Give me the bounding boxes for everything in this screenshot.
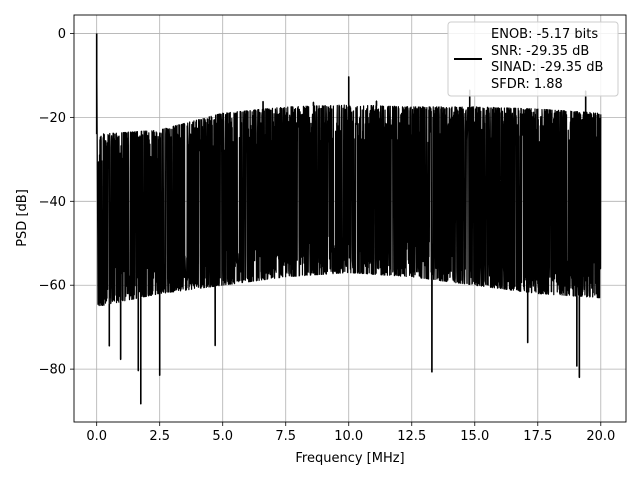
x-tick-label: 0.0 — [86, 429, 107, 444]
plot-frame — [73, 14, 627, 423]
y-tick-label: −80 — [39, 363, 66, 378]
legend-enob: ENOB: -5.17 bits — [491, 27, 598, 42]
y-tick-label: −60 — [39, 279, 66, 294]
x-tick-label: 5.0 — [212, 429, 233, 444]
y-axis-label: PSD [dB] — [15, 189, 30, 247]
legend-snr: SNR: -29.35 dB — [491, 44, 589, 59]
x-tick-label: 12.5 — [397, 429, 426, 444]
x-tick-label: 15.0 — [460, 429, 489, 444]
x-axis-label: Frequency [MHz] — [295, 451, 404, 466]
y-tick-label: −40 — [39, 195, 66, 210]
y-tick-label: 0 — [58, 27, 66, 42]
legend-sinad: SINAD: -29.35 dB — [491, 60, 603, 75]
legend-sfdr: SFDR: 1.88 — [491, 77, 563, 92]
x-tick-label: 2.5 — [149, 429, 170, 444]
x-tick-label: 10.0 — [334, 429, 363, 444]
legend: ENOB: -5.17 bits SNR: -29.35 dB SINAD: -… — [447, 21, 619, 97]
x-tick-label: 7.5 — [275, 429, 296, 444]
psd-series — [95, 33, 602, 405]
x-tick-label: 17.5 — [523, 429, 552, 444]
y-tick-label: −20 — [39, 111, 66, 126]
legend-box — [447, 21, 619, 97]
psd-line — [96, 33, 602, 405]
ticks: 0.0 2.5 5.0 7.5 10.0 12.5 15.0 17.5 20.0 0 −20 −40 −… — [39, 27, 616, 444]
x-tick-label: 20.0 — [586, 429, 615, 444]
